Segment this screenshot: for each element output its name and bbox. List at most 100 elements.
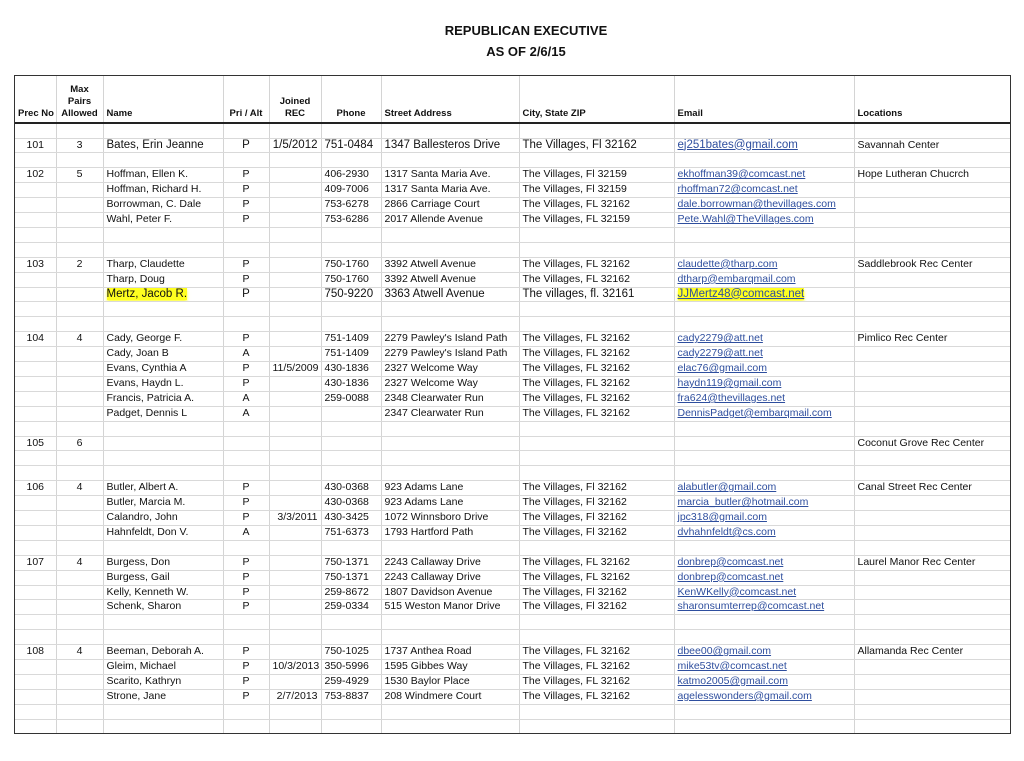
email-cell[interactable]: donbrep@comcast.net <box>674 555 855 571</box>
email-cell[interactable]: DennisPadget@embarqmail.com <box>674 406 855 422</box>
email-cell[interactable]: Pete.Wahl@TheVillages.com <box>674 212 855 228</box>
max-pairs-cell: 4 <box>56 480 104 497</box>
phone-cell: 406-2930 <box>321 167 382 184</box>
street-address-cell <box>381 614 520 631</box>
email-link[interactable]: DennisPadget@embarqmail.com <box>677 406 832 419</box>
email-link[interactable]: cady2279@att.net <box>677 347 763 360</box>
email-cell[interactable]: JJMertz48@comcast.net <box>674 287 855 303</box>
phone-text: 750-9220 <box>324 287 374 300</box>
name-cell <box>103 450 224 467</box>
email-link[interactable]: dtharp@embarqmail.com <box>677 272 796 285</box>
joined-rec-cell <box>269 644 322 661</box>
pri-alt-cell: P <box>223 257 270 273</box>
email-link[interactable]: KenWKelly@comcast.net <box>677 585 797 598</box>
email-cell[interactable]: cady2279@att.net <box>674 331 855 348</box>
email-cell[interactable]: katmo2005@gmail.com <box>674 674 855 690</box>
city-state-zip-cell: The Villages, Fl 32162 <box>519 480 675 497</box>
email-link[interactable]: claudette@tharp.com <box>677 257 778 270</box>
column-header: Prec No <box>15 76 57 124</box>
email-cell[interactable]: haydn119@gmail.com <box>674 376 855 392</box>
city-state-zip-cell: The Villages, Fl 32162 <box>519 495 675 512</box>
email-link[interactable]: rhoffman72@comcast.net <box>677 183 798 196</box>
empty-cell <box>674 123 855 139</box>
table-row: Gleim, Michael P 10/3/2013 350-5996 1595 Gib… <box>15 659 1010 675</box>
email-cell[interactable]: jpc318@gmail.com <box>674 510 855 526</box>
city-state-zip-cell: The Villages, FL 32162 <box>519 644 675 661</box>
pri-alt-cell: P <box>223 138 270 154</box>
email-cell[interactable]: elac76@gmail.com <box>674 361 855 377</box>
email-link[interactable]: ekhoffman39@comcast.net <box>677 168 806 181</box>
email-cell[interactable]: dtharp@embarqmail.com <box>674 272 855 288</box>
name-cell: Butler, Marcia M. <box>103 495 224 512</box>
email-cell[interactable]: alabutler@gmail.com <box>674 480 855 497</box>
email-cell[interactable]: claudette@tharp.com <box>674 257 855 273</box>
street-address-text: 1317 Santa Maria Ave. <box>384 183 491 196</box>
max-pairs-cell <box>56 287 104 303</box>
email-cell[interactable]: rhoffman72@comcast.net <box>674 182 855 199</box>
street-address-cell <box>381 421 520 437</box>
email-link[interactable]: donbrep@comcast.net <box>677 570 784 583</box>
email-link[interactable]: dbee00@gmail.com <box>677 645 772 658</box>
email-cell[interactable]: ej251bates@gmail.com <box>674 138 855 154</box>
email-cell[interactable]: dale.borrowman@thevillages.com <box>674 197 855 214</box>
empty-cell <box>56 123 104 139</box>
email-link[interactable]: dale.borrowman@thevillages.com <box>677 198 836 211</box>
email-link[interactable]: fra624@thevillages.net <box>677 391 786 404</box>
pri-alt-cell <box>223 227 270 243</box>
name-cell: Beeman, Deborah A. <box>103 644 224 661</box>
email-cell[interactable]: fra624@thevillages.net <box>674 391 855 407</box>
name-cell <box>103 301 224 318</box>
name-cell: Burgess, Don <box>103 555 224 571</box>
street-address-text: 2327 Welcome Way <box>384 362 478 375</box>
max-pairs-cell <box>56 689 104 705</box>
email-link[interactable]: elac76@gmail.com <box>677 362 767 375</box>
prec-no-text: 102 <box>26 168 45 181</box>
email-link[interactable]: sharonsumterrep@comcast.net <box>677 600 825 613</box>
email-link[interactable]: JJMertz48@comcast.net <box>677 287 805 300</box>
location-cell: Savannah Center <box>854 138 1010 154</box>
email-link[interactable]: agelesswonders@gmail.com <box>677 689 812 702</box>
email-link[interactable]: Pete.Wahl@TheVillages.com <box>677 213 814 226</box>
email-cell[interactable]: dbee00@gmail.com <box>674 644 855 661</box>
location-cell: Hope Lutheran Chucrch <box>854 167 1010 184</box>
email-cell[interactable]: cady2279@att.net <box>674 346 855 363</box>
email-cell[interactable]: sharonsumterrep@comcast.net <box>674 599 855 616</box>
street-address-cell: 1807 Davidson Avenue <box>381 585 520 601</box>
email-link[interactable]: mike53tv@comcast.net <box>677 660 787 673</box>
email-cell[interactable]: ekhoffman39@comcast.net <box>674 167 855 184</box>
email-link[interactable]: marcia_butler@hotmail.com <box>677 496 809 509</box>
pri-alt-text: P <box>242 496 250 509</box>
email-cell[interactable]: agelesswonders@gmail.com <box>674 689 855 705</box>
email-cell[interactable]: donbrep@comcast.net <box>674 570 855 586</box>
phone-cell: 751-6373 <box>321 525 382 541</box>
pri-alt-text: P <box>242 198 250 211</box>
city-state-zip-cell <box>519 316 675 333</box>
max-pairs-cell <box>56 376 104 392</box>
location-cell <box>854 316 1010 333</box>
email-cell[interactable]: mike53tv@comcast.net <box>674 659 855 675</box>
joined-rec-cell <box>269 480 322 497</box>
email-link[interactable]: dvhahnfeldt@cs.com <box>677 525 776 538</box>
email-link[interactable]: donbrep@comcast.net <box>677 555 784 568</box>
location-cell <box>854 659 1010 675</box>
pri-alt-text: P <box>242 600 250 613</box>
email-link[interactable]: haydn119@gmail.com <box>677 376 782 389</box>
name-text: Wahl, Peter F. <box>106 213 173 226</box>
email-link[interactable]: ej251bates@gmail.com <box>677 138 798 151</box>
email-link[interactable]: alabutler@gmail.com <box>677 481 777 494</box>
email-cell[interactable]: marcia_butler@hotmail.com <box>674 495 855 512</box>
table-row: 105 6 Coconut Grove Rec Center <box>15 436 1010 452</box>
phone-text: 406-2930 <box>324 168 369 181</box>
name-cell: Gleim, Michael <box>103 659 224 675</box>
email-cell[interactable]: KenWKelly@comcast.net <box>674 585 855 601</box>
name-cell <box>103 629 224 646</box>
pri-alt-cell <box>223 242 270 258</box>
street-address-text: 2327 Welcome Way <box>384 376 478 389</box>
joined-rec-cell <box>269 614 322 631</box>
email-link[interactable]: jpc318@gmail.com <box>677 511 767 524</box>
joined-rec-cell <box>269 450 322 467</box>
email-link[interactable]: katmo2005@gmail.com <box>677 674 788 687</box>
email-link[interactable]: cady2279@att.net <box>677 332 763 345</box>
phone-text: 430-1836 <box>324 376 369 389</box>
email-cell[interactable]: dvhahnfeldt@cs.com <box>674 525 855 541</box>
